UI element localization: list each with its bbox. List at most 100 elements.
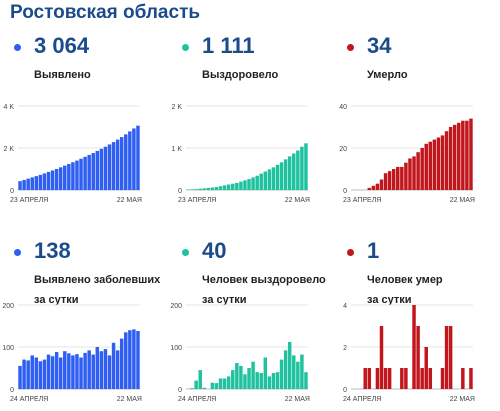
bar bbox=[396, 166, 400, 190]
bar-chart: 0 100 200 24 АПРЕЛЯ 22 МАЯ bbox=[2, 303, 142, 403]
bar bbox=[83, 352, 87, 389]
y-tick-label: 0 bbox=[178, 387, 182, 394]
x-tick-label-end: 22 МАЯ bbox=[450, 197, 475, 204]
bar bbox=[255, 175, 259, 190]
bar bbox=[432, 139, 437, 190]
bar bbox=[379, 179, 384, 190]
bar bbox=[363, 368, 367, 389]
bar bbox=[300, 354, 304, 389]
bar bbox=[38, 174, 43, 190]
bar bbox=[210, 187, 215, 190]
bar bbox=[251, 177, 255, 190]
bar bbox=[367, 368, 372, 389]
bar bbox=[136, 125, 140, 190]
bar bbox=[95, 347, 100, 389]
bar bbox=[34, 176, 39, 190]
bar bbox=[387, 171, 392, 190]
y-tick-label: 4 bbox=[343, 303, 347, 310]
bar bbox=[206, 187, 211, 190]
x-tick-label-end: 22 МАЯ bbox=[117, 396, 142, 403]
bar bbox=[99, 148, 104, 190]
legend-dot bbox=[182, 249, 189, 256]
bar bbox=[452, 124, 457, 190]
bar bbox=[428, 368, 433, 389]
bar bbox=[304, 372, 308, 389]
bar bbox=[416, 326, 420, 389]
bar bbox=[440, 368, 445, 389]
bar bbox=[424, 347, 428, 389]
bar bbox=[448, 326, 453, 389]
bar bbox=[420, 368, 424, 389]
bar bbox=[367, 187, 372, 190]
bar bbox=[46, 354, 51, 389]
stat-label: Выздоровело bbox=[202, 69, 279, 81]
bar bbox=[214, 383, 219, 389]
bar bbox=[271, 373, 276, 389]
bar bbox=[124, 332, 128, 389]
bar bbox=[79, 158, 83, 190]
bar bbox=[235, 362, 239, 389]
bar bbox=[50, 170, 55, 190]
bar bbox=[46, 171, 51, 190]
bar bbox=[63, 165, 67, 190]
bar bbox=[190, 189, 194, 190]
bar bbox=[271, 167, 276, 190]
bar bbox=[132, 329, 136, 389]
bar bbox=[128, 131, 132, 190]
bar bbox=[34, 357, 39, 389]
bar bbox=[111, 142, 116, 190]
x-tick-label-end: 22 МАЯ bbox=[450, 396, 475, 403]
bar bbox=[275, 164, 280, 190]
bar bbox=[375, 183, 380, 190]
bar bbox=[222, 185, 227, 190]
stat-label: Умерло bbox=[367, 69, 408, 81]
bar bbox=[279, 162, 284, 190]
bar bbox=[136, 331, 140, 389]
bar bbox=[448, 127, 453, 190]
bar bbox=[420, 148, 424, 190]
bar bbox=[275, 372, 280, 389]
bar bbox=[91, 153, 95, 190]
bar bbox=[247, 368, 251, 389]
stat-label: Человек выздоровело bbox=[202, 274, 326, 286]
bar bbox=[239, 365, 243, 389]
bar bbox=[465, 120, 469, 190]
bar bbox=[461, 120, 465, 190]
bar bbox=[214, 187, 219, 190]
bar-chart: 0 1 K 2 K 23 АПРЕЛЯ 22 МАЯ bbox=[171, 104, 310, 204]
bar bbox=[30, 355, 34, 389]
stat-value: 138 bbox=[34, 238, 71, 263]
stat-label-line2: за сутки bbox=[202, 294, 247, 306]
legend-dot bbox=[14, 249, 21, 256]
bar bbox=[79, 357, 83, 389]
bar bbox=[235, 182, 239, 190]
bar bbox=[371, 185, 376, 190]
bar bbox=[440, 135, 445, 190]
bar bbox=[115, 350, 120, 389]
x-tick-label-start: 23 АПРЕЛЯ bbox=[10, 197, 48, 204]
bar bbox=[243, 180, 247, 190]
stat-label: Выявлено bbox=[34, 69, 91, 81]
bar bbox=[194, 380, 198, 389]
page-title: Ростовская область bbox=[10, 2, 201, 23]
bar bbox=[424, 143, 428, 190]
x-tick-label-start: 24 АПРЕЛЯ bbox=[10, 396, 48, 403]
bar bbox=[279, 359, 284, 389]
bar bbox=[412, 305, 416, 389]
bar bbox=[91, 354, 95, 389]
bar bbox=[444, 131, 449, 190]
bar bbox=[75, 160, 79, 190]
bar bbox=[391, 169, 396, 190]
bar bbox=[103, 146, 108, 190]
bar bbox=[67, 353, 71, 389]
bar-chart: 0 2 K 4 K 23 АПРЕЛЯ 22 МАЯ bbox=[3, 104, 142, 204]
bar bbox=[42, 359, 47, 389]
bar bbox=[231, 370, 235, 389]
bar bbox=[428, 141, 433, 190]
bar bbox=[304, 143, 308, 190]
y-tick-label: 0 bbox=[10, 188, 14, 195]
bar-chart: 0 2 4 24 АПРЕЛЯ 22 МАЯ bbox=[343, 303, 475, 403]
bar bbox=[58, 357, 63, 389]
x-tick-label-end: 22 МАЯ bbox=[285, 197, 310, 204]
bar bbox=[71, 162, 75, 190]
